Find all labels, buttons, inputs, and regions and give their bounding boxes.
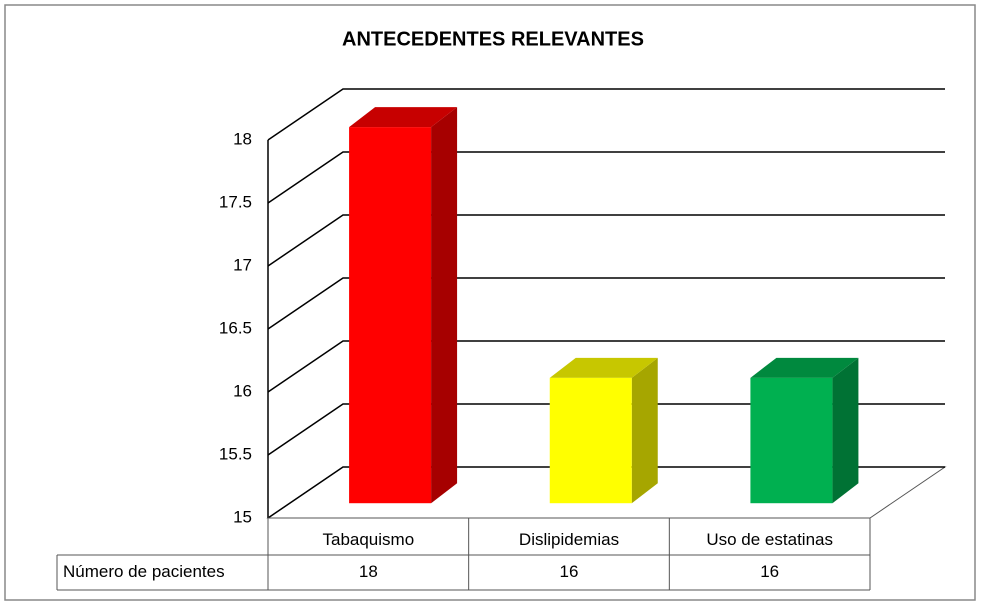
bar [349,127,432,504]
y-tick-label: 15.5 [219,444,252,463]
bar-top [750,357,859,378]
grid-line [267,403,945,456]
x-tick-label: Tabaquismo [322,530,414,549]
x-tick-label: Uso de estatinas [706,530,833,549]
grid-line [267,466,945,519]
bar [549,377,632,504]
bar-side [431,107,458,504]
bar-side [631,357,658,504]
y-tick-label: 15 [233,507,252,526]
y-tick-label: 17.5 [219,192,252,211]
table-value: 16 [560,562,579,581]
y-tick-label: 17 [233,255,252,274]
chart-title: ANTECEDENTES RELEVANTES [342,28,644,50]
grid-line [267,214,945,267]
grid-line [267,151,945,204]
grid-line [267,277,945,330]
table-value: 18 [359,562,378,581]
grid-line [267,340,945,393]
bar-top [349,107,458,128]
x-tick-label: Dislipidemias [519,530,619,549]
y-tick-label: 16 [233,381,252,400]
bar-side [832,357,859,504]
bar-top [549,357,658,378]
legend-label: Número de pacientes [63,562,225,581]
y-tick-label: 16.5 [219,318,252,337]
chart-border [4,4,976,601]
y-tick-label: 18 [233,129,252,148]
table-value: 16 [760,562,779,581]
grid-line [267,88,945,141]
bar [750,377,833,504]
